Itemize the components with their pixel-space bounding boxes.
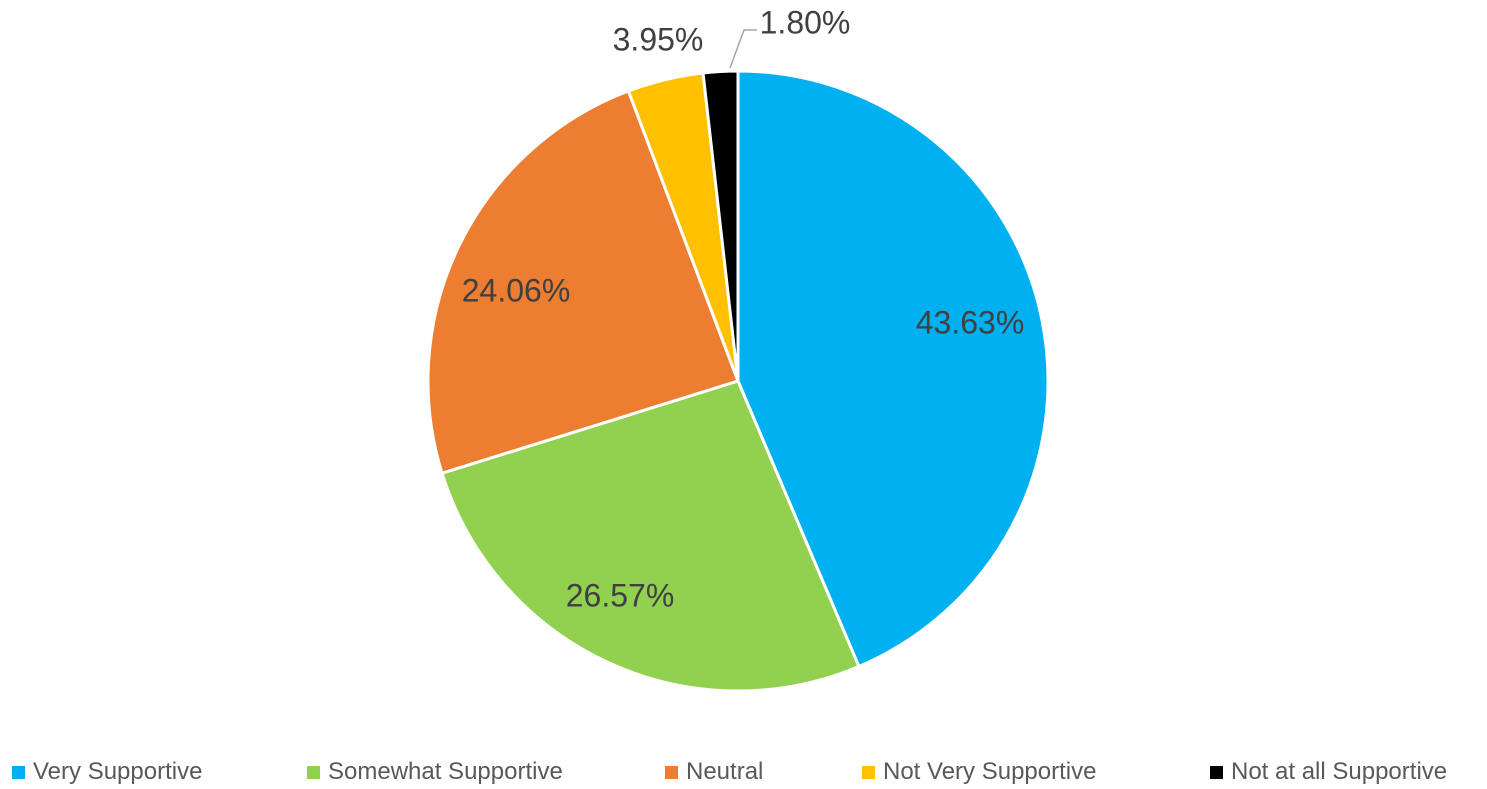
pie-slice-not-at-all-supportive [701, 69, 740, 383]
legend-swatch-not-very-supportive [862, 765, 875, 779]
pie-slice-somewhat-supportive [440, 379, 861, 693]
legend-swatch-somewhat-supportive [307, 765, 320, 779]
data-label-not-at-all-supportive: 1.80% [760, 4, 851, 40]
legend-label-neutral: Neutral [686, 758, 764, 785]
legend-item-not-very-supportive: Not Very Supportive [862, 755, 1096, 789]
legend-item-neutral: Neutral [665, 755, 763, 789]
legend-label-somewhat-supportive: Somewhat Supportive [328, 758, 563, 785]
pie-slice-neutral [426, 89, 740, 475]
legend-item-not-at-all-supportive: Not at all Supportive [1210, 755, 1447, 789]
pie-slice-very-supportive [736, 69, 1050, 668]
legend-swatch-not-at-all-supportive [1210, 765, 1223, 779]
legend-item-very-supportive: Very Supportive [12, 755, 202, 789]
data-label-somewhat-supportive: 26.57% [566, 577, 675, 613]
leader-line-not-at-all-supportive [729, 29, 757, 69]
legend-label-not-very-supportive: Not Very Supportive [883, 758, 1097, 785]
legend-label-very-supportive: Very Supportive [33, 758, 203, 785]
data-label-very-supportive: 43.63% [916, 304, 1025, 340]
legend: Very Supportive Somewhat Supportive Neut… [0, 755, 1487, 789]
legend-item-somewhat-supportive: Somewhat Supportive [307, 755, 563, 789]
legend-swatch-neutral [665, 765, 678, 779]
legend-label-not-at-all-supportive: Not at all Supportive [1231, 758, 1448, 785]
legend-swatch-very-supportive [12, 765, 25, 779]
data-label-not-very-supportive: 3.95% [613, 21, 704, 57]
data-label-neutral: 24.06% [462, 272, 571, 308]
